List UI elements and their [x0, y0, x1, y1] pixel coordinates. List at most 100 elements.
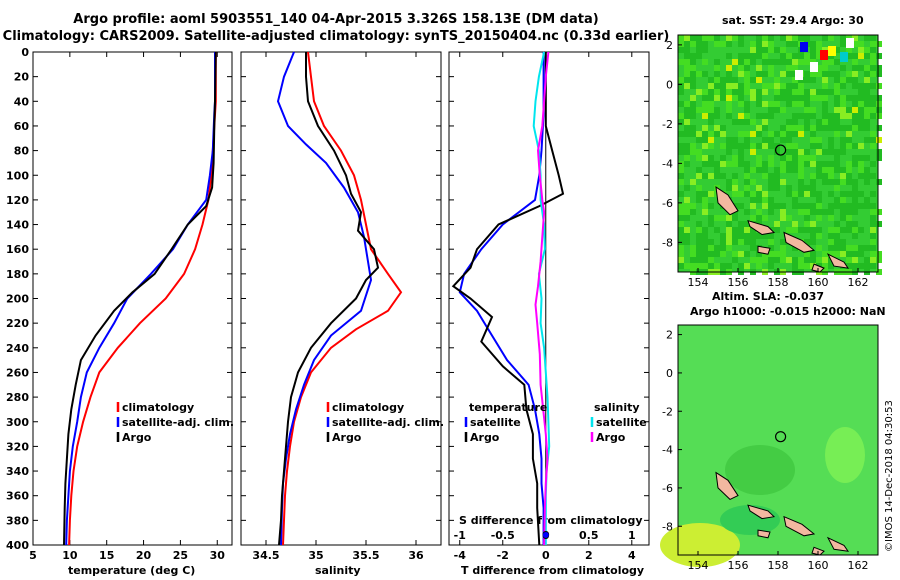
sst-pixel [714, 251, 720, 257]
sst-pixel [810, 161, 816, 167]
sst-pixel [870, 53, 876, 59]
sst-pixel [840, 65, 846, 71]
sst-pixel [780, 71, 786, 77]
diff-xlabel: T difference from climatology [461, 564, 645, 577]
sst-pixel [708, 215, 714, 221]
sst-pixel [714, 131, 720, 137]
sst-pixel [696, 245, 702, 251]
sst-pixel [870, 101, 876, 107]
sst-pixel [726, 65, 732, 71]
sst-pixel [840, 143, 846, 149]
sst-pixel [810, 41, 816, 47]
sst-pixel [876, 269, 882, 275]
sst-pixel [708, 137, 714, 143]
sst-pixel [876, 251, 882, 257]
diff-top-axis-label: S difference from climatology [459, 514, 643, 527]
sst-pixel [708, 101, 714, 107]
sst-pixel-anomaly [846, 38, 854, 48]
sst-pixel [744, 143, 750, 149]
sst-pixel [762, 83, 768, 89]
sst-pixel [846, 71, 852, 77]
sst-pixel [840, 101, 846, 107]
sst-pixel [828, 35, 834, 41]
sst-pixel [810, 89, 816, 95]
sst-pixel [810, 131, 816, 137]
sst-pixel [792, 221, 798, 227]
sst-pixel [744, 161, 750, 167]
sst-pixel [828, 113, 834, 119]
sst-pixel [858, 107, 864, 113]
y-tick-label: 400 [6, 539, 29, 552]
sst-pixel [810, 233, 816, 239]
salinity-xlabel: salinity [315, 564, 361, 577]
sst-pixel [690, 59, 696, 65]
sst-pixel [810, 221, 816, 227]
sst-pixel [726, 95, 732, 101]
sst-pixel [756, 251, 762, 257]
sst-pixel [768, 59, 774, 65]
s-diff-tick-label: -0.5 [491, 529, 515, 542]
sst-pixel [696, 35, 702, 41]
sst-pixel [852, 119, 858, 125]
sst-pixel [774, 149, 780, 155]
sst-pixel [708, 77, 714, 83]
sst-pixel [744, 263, 750, 269]
s-diff-zero-marker [542, 532, 549, 538]
sst-pixel [810, 107, 816, 113]
sst-pixel [804, 209, 810, 215]
sst-pixel [858, 191, 864, 197]
sst-pixel [840, 113, 846, 119]
sst-map-title: sat. SST: 29.4 Argo: 30 [722, 14, 864, 27]
sst-pixel [864, 89, 870, 95]
sst-pixel [726, 245, 732, 251]
sst-pixel [732, 257, 738, 263]
sst-pixel [702, 257, 708, 263]
sst-pixel [714, 167, 720, 173]
y-tick-label: 100 [6, 169, 29, 182]
sst-pixel [804, 71, 810, 77]
sst-pixel [858, 167, 864, 173]
sst-pixel [684, 35, 690, 41]
x-tick-label: 35 [308, 549, 323, 562]
sst-pixel [816, 203, 822, 209]
sst-pixel [816, 227, 822, 233]
sst-pixel [762, 137, 768, 143]
sst-pixel [684, 53, 690, 59]
sst-pixel [792, 113, 798, 119]
sst-pixel [816, 41, 822, 47]
sst-pixel [744, 167, 750, 173]
sst-pixel [822, 101, 828, 107]
sst-pixel [768, 41, 774, 47]
salinity-legend-label: satellite-adj. clim. [332, 416, 444, 429]
sst-pixel [870, 47, 876, 53]
sst-pixel [756, 125, 762, 131]
sst-pixel [852, 191, 858, 197]
x-tick-label: -4 [454, 549, 467, 562]
sst-pixel [708, 107, 714, 113]
sst-pixel [690, 203, 696, 209]
sst-pixel [786, 71, 792, 77]
sst-pixel [840, 137, 846, 143]
sst-pixel [810, 203, 816, 209]
sst-pixel [750, 89, 756, 95]
x-tick-label: 35.5 [352, 549, 379, 562]
sst-pixel [726, 263, 732, 269]
sst-pixel [750, 119, 756, 125]
sst-pixel [744, 113, 750, 119]
sst-pixel [828, 263, 834, 269]
sst-pixel [840, 77, 846, 83]
sst-pixel [846, 131, 852, 137]
sst-pixel [720, 77, 726, 83]
sst-pixel [714, 89, 720, 95]
sst-pixel [690, 125, 696, 131]
map-y-tick-label: -8 [662, 236, 673, 249]
sst-pixel [768, 239, 774, 245]
sst-pixel [732, 35, 738, 41]
sst-pixel [816, 233, 822, 239]
sst-pixel [756, 89, 762, 95]
sst-pixel [744, 83, 750, 89]
island [747, 219, 776, 236]
sst-pixel [738, 155, 744, 161]
sst-pixel [786, 185, 792, 191]
sst-pixel [678, 209, 684, 215]
